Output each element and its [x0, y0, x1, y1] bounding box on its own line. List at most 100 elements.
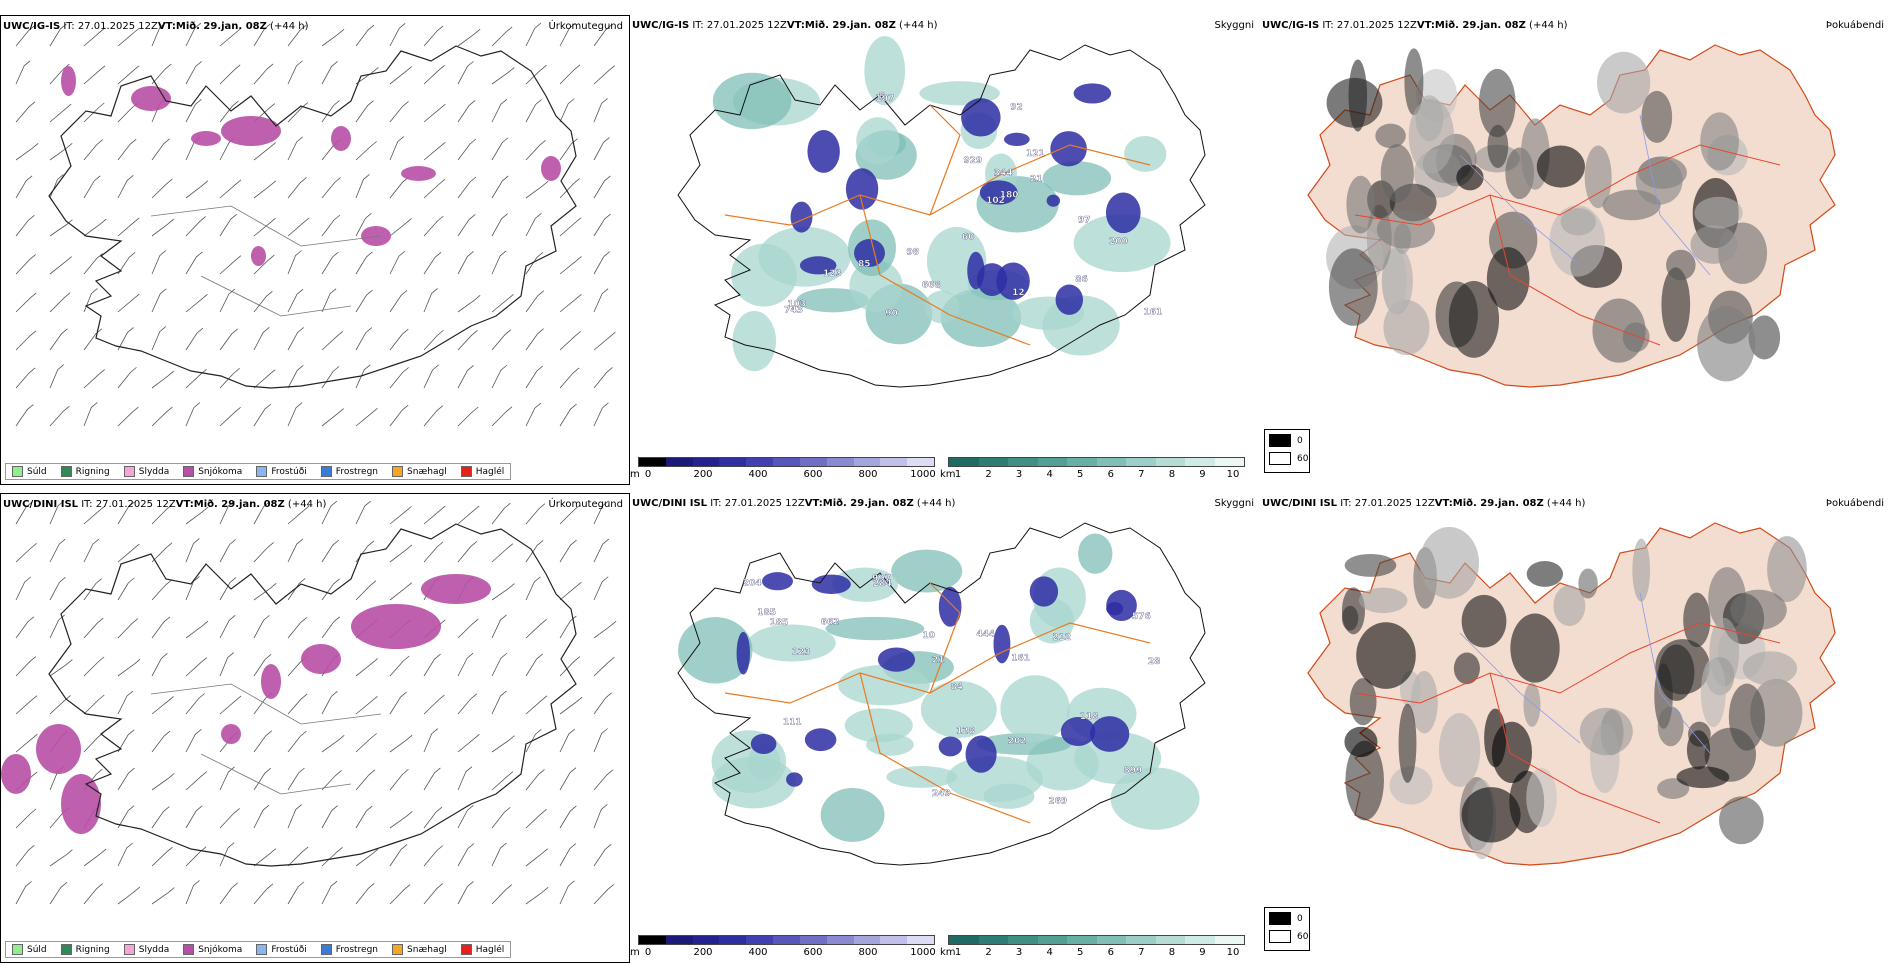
ceiling-label: 12: [1012, 288, 1025, 298]
snow-area: [301, 644, 341, 674]
header-vt-value: Mið. 29.jan. 08Z: [193, 499, 285, 510]
map-canvas: [1307, 522, 1836, 866]
fog-cell: [1344, 726, 1378, 758]
wind-barb: [83, 139, 104, 161]
wind-barb: [151, 218, 175, 237]
wind-barb: [117, 501, 135, 525]
wind-barb: [389, 544, 413, 563]
wind-barb: [491, 175, 509, 199]
colorbar-tick: 7: [1138, 947, 1145, 958]
wind-barb: [253, 217, 276, 237]
wind-barb: [355, 174, 370, 199]
wind-barb: [253, 654, 272, 677]
wind-barb: [287, 250, 302, 275]
wind-barb: [457, 406, 479, 427]
wind-barb: [389, 328, 409, 351]
wind-barb: [83, 732, 104, 753]
wind-barb: [457, 214, 476, 237]
header-model: UWC/IG-IS: [1262, 20, 1320, 31]
colorbar-strip: [948, 935, 1245, 945]
ceiling-label: 204: [743, 579, 762, 589]
wind-barb: [525, 140, 546, 161]
wind-barb: [423, 141, 446, 161]
wind-barb: [83, 848, 107, 867]
wind-barb: [423, 505, 446, 525]
wind-barb: [355, 289, 373, 313]
ceiling-label: 662: [821, 617, 840, 627]
wind-barb: [593, 500, 609, 525]
legend-swatch: [256, 466, 268, 477]
ceiling-labels: 662 899 212 269 444 284 576 997 111 123 84 10 202 249…: [743, 574, 1161, 807]
wind-barb: [593, 137, 610, 161]
fog-legend-label: 60: [1297, 453, 1309, 464]
visibility-area: [712, 72, 792, 130]
legend-swatch: [12, 466, 23, 477]
panel-header: UWC/DINI ISL IT: 27.01.2025 12ZVT:Mið. 2…: [3, 499, 326, 510]
fog-cell: [1438, 713, 1481, 787]
legend-swatch: [320, 466, 332, 477]
panel-header: UWC/DINI ISL IT: 27.01.2025 12ZVT:Mið. 2…: [632, 498, 955, 509]
ceiling-label: 743: [784, 306, 803, 316]
snow-area: [61, 66, 76, 96]
ceiling-area: [750, 733, 777, 754]
wind-barb: [49, 614, 65, 639]
wind-barb: [525, 365, 543, 389]
panel-header: UWC/IG-IS IT: 27.01.2025 12ZVT:Mið. 29.j…: [3, 21, 308, 32]
wind-barb: [49, 364, 65, 389]
wind-barb: [423, 883, 444, 905]
wind-barb: [321, 366, 340, 389]
fog-cell: [1523, 682, 1541, 727]
wind-barb: [457, 365, 474, 389]
legend-label: Haglél: [475, 466, 505, 477]
wind-barb: [525, 213, 542, 237]
wind-barb: [389, 769, 409, 791]
colorbar-tick: 10: [1226, 947, 1240, 958]
wind-barb: [185, 657, 208, 677]
wind-barb: [219, 255, 242, 275]
colorbar-unit: km: [940, 947, 956, 958]
fog-cell: [1730, 589, 1787, 631]
ceiling-area: [854, 239, 885, 267]
visibility-area: [891, 549, 963, 593]
visibility-area: [856, 117, 900, 165]
header-vt-value: Mið. 29.jan. 08Z: [1434, 20, 1526, 31]
header-vt-label: VT:: [804, 498, 823, 509]
wind-barb: [491, 67, 515, 85]
wind-barb: [49, 103, 72, 123]
wind-barb: [321, 539, 340, 563]
panel-title: Úrkomutegund: [548, 21, 623, 32]
legend-item: Frostúði: [256, 466, 307, 477]
wind-barb: [457, 693, 478, 715]
wind-barb: [219, 577, 237, 601]
wind-barb: [559, 217, 582, 237]
wind-barb: [287, 136, 303, 161]
wind-barb: [423, 694, 445, 715]
wind-barb: [219, 179, 242, 199]
ceiling-label: 21: [1030, 174, 1043, 184]
visibility-area: [1110, 767, 1200, 830]
wind-barb: [593, 24, 612, 47]
wind-barb: [321, 578, 340, 601]
fog-cell: [1408, 98, 1455, 174]
colorbar-tick: 10: [1226, 469, 1240, 480]
wind-barb: [423, 728, 439, 753]
colorbar-tick: 200: [693, 469, 713, 480]
header-lead: (+44 h): [1543, 498, 1586, 509]
wind-barb: [491, 294, 514, 313]
wind-barb: [321, 177, 341, 199]
fog-cell: [1376, 210, 1436, 249]
wind-barb: [559, 138, 578, 161]
visibility-panel-dini: 662 899 212 269 444 284 576 997 111 123 84 10 202 249…: [630, 493, 1260, 963]
wind-barb: [491, 329, 512, 351]
wind-barb: [151, 846, 173, 867]
wind-barb: [117, 729, 135, 753]
wind-barb: [321, 846, 343, 867]
ceiling-label: 200: [1109, 237, 1128, 247]
wind-barb: [83, 175, 101, 199]
wind-barb: [83, 402, 98, 427]
visibility-area: [838, 664, 930, 706]
wind-barb: [253, 142, 276, 161]
wind-barb: [219, 842, 235, 867]
wind-barb: [151, 22, 167, 47]
ceiling-label: 185: [770, 618, 789, 628]
